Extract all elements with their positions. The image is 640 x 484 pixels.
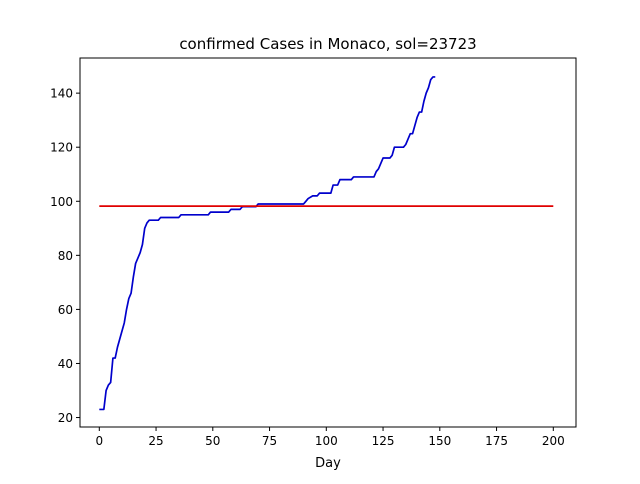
- x-tick-label: 125: [372, 434, 395, 448]
- series-line-1: [99, 76, 436, 411]
- x-axis-label: Day: [315, 456, 341, 471]
- x-tick-label: 175: [485, 434, 508, 448]
- x-tick-label: 100: [315, 434, 338, 448]
- y-tick-label: 100: [50, 195, 73, 209]
- y-tick-label: 140: [50, 87, 73, 101]
- plot-frame: [79, 57, 577, 428]
- x-tick-label: 75: [262, 434, 277, 448]
- x-tick-label: 200: [542, 434, 565, 448]
- x-tick-label: 50: [205, 434, 220, 448]
- y-tick-label: 60: [58, 303, 73, 317]
- x-axis: 0 25 50 75 100 125 150 175 200: [95, 427, 565, 448]
- y-tick-label: 120: [50, 141, 73, 155]
- x-tick-label: 25: [148, 434, 163, 448]
- y-tick-label: 20: [58, 411, 73, 425]
- x-tick-label: 150: [428, 434, 451, 448]
- y-tick-label: 80: [58, 249, 73, 263]
- chart-title: confirmed Cases in Monaco, sol=23723: [179, 35, 476, 53]
- series-layer: [99, 76, 554, 411]
- y-tick-label: 40: [58, 357, 73, 371]
- y-axis: 20 40 60 80 100 120 140: [50, 87, 80, 425]
- x-tick-label: 0: [95, 434, 103, 448]
